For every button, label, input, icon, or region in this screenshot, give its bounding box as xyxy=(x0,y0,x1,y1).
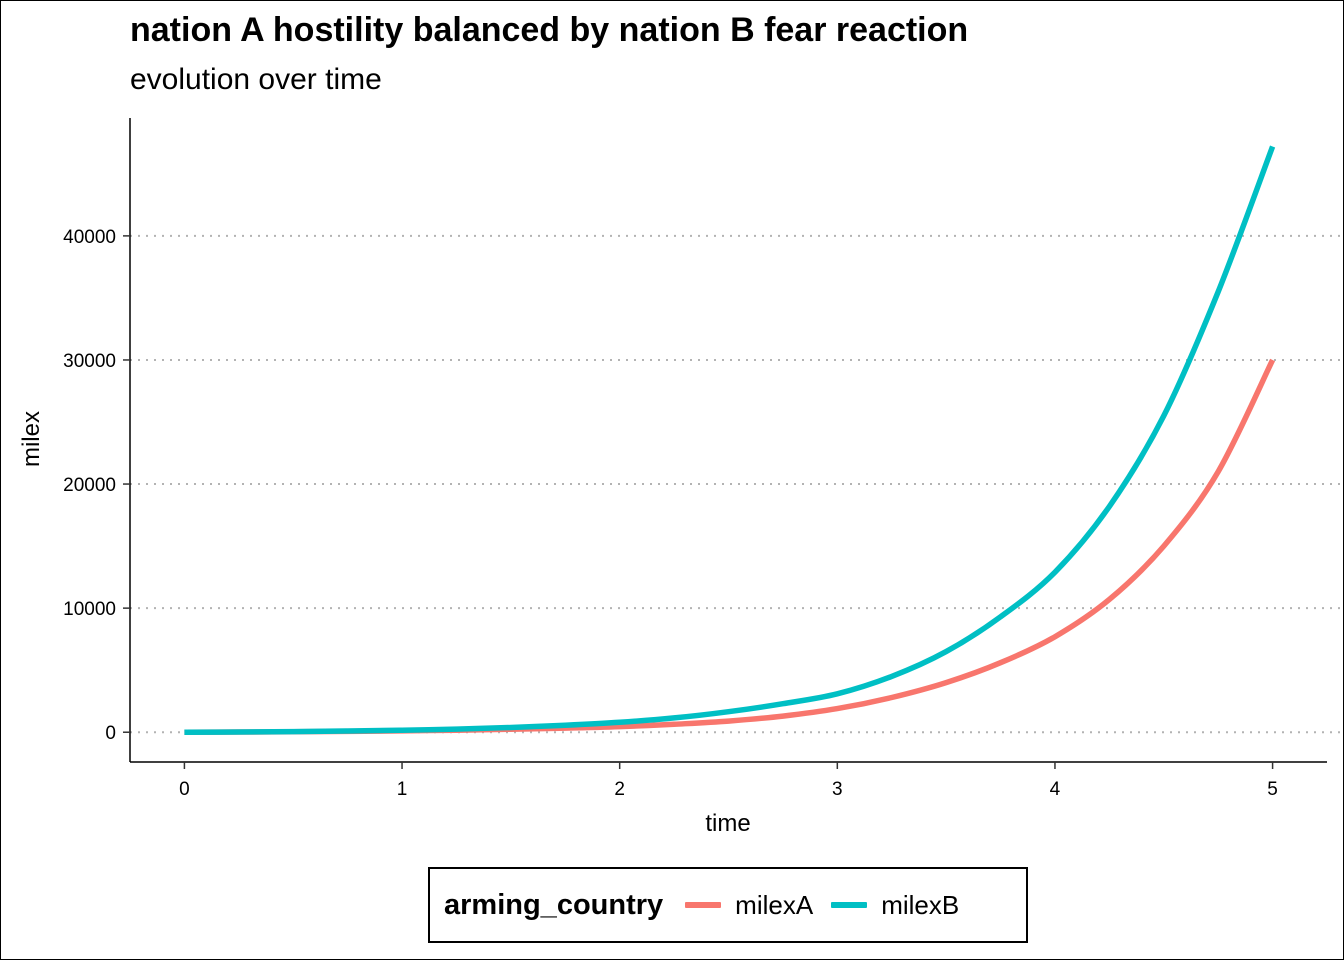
x-tick-label: 0 xyxy=(179,779,190,800)
chart-subtitle: evolution over time xyxy=(130,63,382,96)
x-tick-label: 3 xyxy=(832,779,843,800)
series-line-milexB xyxy=(184,145,1276,735)
series-line-milexA xyxy=(184,358,1276,735)
legend-item-milexB: milexB xyxy=(831,890,959,921)
x-tick-label: 2 xyxy=(614,779,625,800)
y-tick-label: 10000 xyxy=(63,599,116,620)
y-axis-ticks: 0 10000 20000 30000 40000 xyxy=(63,227,130,744)
y-tick-label: 20000 xyxy=(63,475,116,496)
legend-item-milexA: milexA xyxy=(685,890,813,921)
y-tick-label: 30000 xyxy=(63,351,116,372)
legend-label-milexB: milexB xyxy=(881,889,960,920)
x-axis-ticks: 0 1 2 3 4 5 xyxy=(179,762,1278,800)
legend-key-milexA xyxy=(685,902,722,908)
x-tick-label: 1 xyxy=(397,779,408,800)
x-axis-label: time xyxy=(705,810,750,837)
x-tick-label: 5 xyxy=(1267,779,1278,800)
y-tick-label: 0 xyxy=(105,723,116,744)
legend-label-milexA: milexA xyxy=(735,889,814,920)
y-tick-label: 40000 xyxy=(63,227,116,248)
chart-title: nation A hostility balanced by nation B … xyxy=(130,11,969,49)
axes xyxy=(129,118,1327,763)
series-lines xyxy=(184,145,1276,735)
legend: arming_country milexA milexB xyxy=(428,867,1028,943)
x-tick-label: 4 xyxy=(1050,779,1061,800)
legend-key-milexB xyxy=(831,902,868,908)
y-axis-label: milex xyxy=(18,411,45,467)
legend-title: arming_country xyxy=(444,888,664,921)
grid-lines xyxy=(130,234,1343,734)
